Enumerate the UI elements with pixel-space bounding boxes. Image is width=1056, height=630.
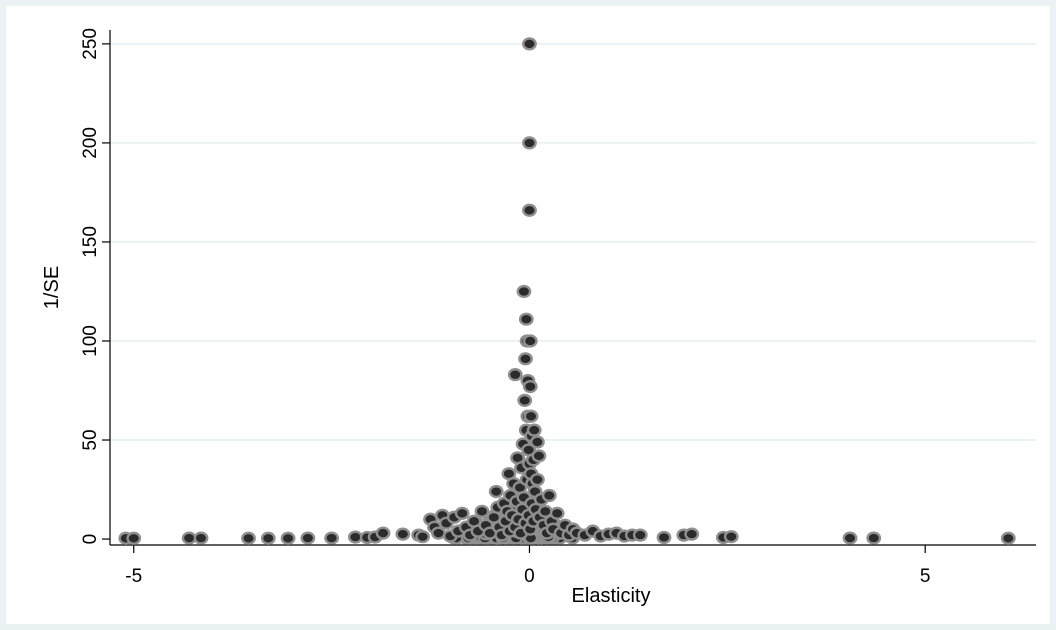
data-point: [529, 435, 545, 449]
data-points: [118, 37, 1016, 545]
data-point: [518, 352, 533, 366]
data-point: [280, 531, 296, 545]
data-point: [454, 506, 470, 520]
data-point: [632, 528, 648, 542]
data-point: [300, 531, 316, 545]
y-axis-label: 1/SE: [41, 266, 63, 309]
data-point: [431, 526, 446, 540]
data-point: [324, 531, 340, 545]
data-point: [375, 526, 391, 540]
data-point: [181, 531, 197, 545]
data-point: [656, 530, 672, 545]
data-point: [549, 506, 565, 520]
data-point: [126, 531, 142, 545]
data-point: [415, 530, 431, 544]
data-point: [522, 379, 538, 394]
data-point: [866, 531, 882, 545]
data-point: [684, 527, 700, 541]
data-point: [522, 37, 537, 51]
axes: [102, 30, 1036, 553]
data-point: [522, 334, 538, 348]
data-point: [522, 136, 537, 150]
data-point: [1000, 531, 1016, 545]
x-axis-label: Elasticity: [572, 585, 651, 607]
x-tick-label: 5: [920, 566, 931, 587]
data-point: [241, 531, 256, 545]
data-point: [193, 531, 209, 545]
y-tick-label: 100: [80, 325, 101, 357]
x-tick-label: 0: [524, 566, 535, 587]
data-point: [517, 393, 533, 408]
tick-labels: 0 50 100 150 200 250 -5 0 5: [80, 28, 930, 587]
data-point: [395, 527, 411, 541]
data-point: [523, 409, 539, 423]
data-point: [474, 504, 490, 518]
y-tick-label: 250: [80, 28, 101, 60]
data-point: [260, 531, 276, 545]
y-tick-label: 0: [80, 534, 101, 545]
data-point: [531, 449, 547, 463]
data-point: [522, 203, 537, 217]
data-point: [507, 368, 523, 382]
y-tick-label: 150: [80, 226, 101, 258]
data-point: [488, 484, 504, 499]
gridlines: [110, 42, 1036, 442]
data-point: [516, 284, 532, 299]
y-tick-label: 200: [80, 127, 101, 159]
x-tick-label: -5: [125, 566, 142, 587]
y-tick-label: 50: [80, 429, 101, 450]
data-point: [723, 530, 739, 544]
data-point: [347, 530, 363, 544]
data-point: [518, 312, 534, 326]
data-point: [526, 423, 542, 437]
data-point: [541, 488, 557, 503]
data-point: [529, 473, 545, 487]
data-point: [842, 531, 858, 545]
